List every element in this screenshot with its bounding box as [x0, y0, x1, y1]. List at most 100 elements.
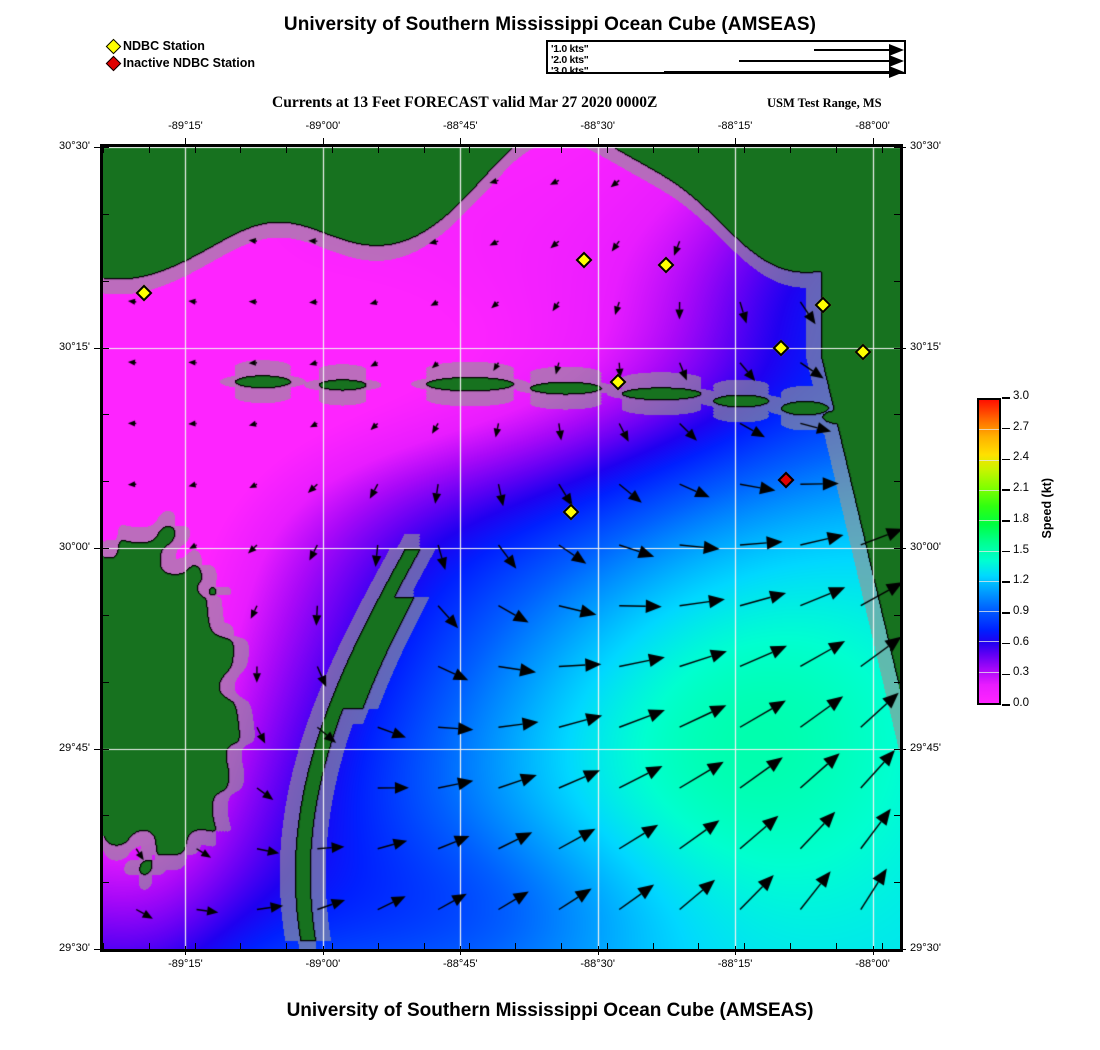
x-minor-tick — [515, 943, 517, 949]
colorbar-tick-label: 1.8 — [1013, 512, 1029, 525]
x-minor-tick — [377, 943, 379, 949]
red-diamond-icon — [105, 55, 122, 71]
colorbar-tick-label: 0.0 — [1013, 697, 1029, 709]
x-major-tick — [322, 138, 324, 147]
yellow-diamond-icon — [105, 38, 122, 54]
footer-title: University of Southern Mississippi Ocean… — [286, 1000, 814, 1021]
y-minor-tick — [894, 614, 900, 616]
colorbar-tick — [1002, 673, 1010, 676]
x-major-tick — [735, 946, 737, 955]
x-minor-tick — [240, 943, 242, 949]
y-minor-tick — [894, 882, 900, 884]
vector-shaft-1kt — [814, 49, 889, 51]
y-minor-tick — [894, 681, 900, 683]
colorbar-tick-label: 2.1 — [1013, 482, 1029, 495]
y-tick-label: 30°15' — [59, 340, 90, 353]
x-minor-tick — [561, 943, 563, 949]
y-tick-label: 29°30' — [910, 942, 941, 954]
colorbar-tick — [1002, 612, 1010, 614]
x-tick-label: -89°15' — [168, 120, 203, 132]
colorbar-level-line — [979, 671, 999, 673]
vector-key-label-2kt: '2.0 kts" — [551, 54, 589, 66]
colorbar-tick — [1002, 642, 1010, 645]
vector-key-label-1kt: '1.0 kts" — [551, 43, 589, 55]
y-major-tick — [94, 548, 103, 549]
y-minor-tick — [103, 548, 109, 549]
y-minor-tick — [103, 147, 109, 148]
x-tick-label: -88°30' — [580, 120, 615, 132]
y-major-tick — [897, 548, 906, 549]
colorbar-axis-title: Speed (kt) — [1040, 478, 1054, 539]
colorbar-level-line — [979, 550, 999, 552]
range-label: USM Test Range, MS — [767, 96, 882, 110]
x-minor-tick — [698, 147, 700, 153]
x-tick-label: -88°00' — [855, 120, 890, 132]
colorbar-level-line — [979, 611, 999, 613]
y-major-tick — [897, 949, 906, 950]
colorbar-level-line — [979, 489, 999, 491]
x-major-tick — [185, 946, 187, 955]
colorbar-tick-label: 0.6 — [1013, 635, 1029, 648]
x-minor-tick — [240, 147, 242, 153]
colorbar-level-line — [979, 429, 999, 431]
colorbar-level-line — [979, 520, 999, 522]
x-major-tick — [597, 946, 599, 955]
y-minor-tick — [894, 414, 900, 416]
colorbar-tick — [1002, 397, 1010, 399]
colorbar: 3.0 2.7 2.4 2.1 1.8 1.5 1.2 0.9 0.6 0.3 0.0 Speed … — [968, 390, 1088, 720]
y-minor-tick — [103, 614, 109, 616]
y-tick-label: 30°30' — [910, 140, 941, 152]
y-minor-tick — [894, 213, 900, 215]
y-minor-tick — [103, 213, 109, 215]
colorbar-level-line — [979, 641, 999, 643]
x-minor-tick — [148, 943, 150, 949]
colorbar-level-line — [979, 580, 999, 582]
x-minor-tick — [103, 943, 104, 949]
y-minor-tick — [103, 347, 109, 349]
legend-label-inactive: Inactive NDBC Station — [123, 55, 255, 70]
x-major-tick — [735, 138, 737, 147]
x-minor-tick — [744, 943, 746, 949]
x-minor-tick — [881, 147, 883, 153]
x-minor-tick — [606, 943, 608, 949]
y-minor-tick — [103, 481, 109, 483]
x-tick-label: -88°30' — [580, 958, 615, 970]
page-title: University of Southern Mississippi Ocean… — [283, 14, 817, 35]
y-tick-label: 30°15' — [910, 340, 941, 353]
y-tick-label: 30°00' — [59, 541, 90, 553]
vector-shaft-2kt — [739, 60, 889, 62]
colorbar-tick-label: 2.7 — [1013, 420, 1029, 433]
vector-arrowhead-1kt — [889, 43, 904, 56]
colorbar-tick — [1002, 427, 1010, 430]
x-minor-tick — [103, 147, 104, 153]
x-minor-tick — [332, 147, 334, 153]
vector-arrowhead-3kt — [889, 65, 904, 78]
x-tick-label: -88°45' — [442, 958, 478, 970]
y-major-tick — [897, 748, 906, 750]
y-minor-tick — [103, 748, 109, 750]
x-tick-label: -89°00' — [305, 120, 341, 132]
current-speed-heatmap — [103, 147, 900, 949]
vector-arrowhead-2kt — [889, 54, 904, 67]
x-minor-tick — [744, 147, 746, 153]
map-plot-area[interactable] — [100, 144, 903, 952]
vector-scale-key: '1.0 kts" '2.0 kts" '3.0 kts" — [546, 40, 906, 78]
y-tick-label: 30°30' — [59, 140, 90, 152]
x-minor-tick — [652, 147, 654, 153]
x-minor-tick — [515, 147, 517, 153]
y-major-tick — [94, 748, 103, 750]
x-major-tick — [872, 138, 874, 147]
legend-label-active: NDBC Station — [123, 38, 205, 53]
y-major-tick — [897, 147, 906, 148]
x-minor-tick — [835, 943, 837, 949]
x-minor-tick — [194, 147, 196, 153]
x-major-tick — [597, 138, 599, 147]
x-tick-label: -88°15' — [717, 958, 753, 970]
x-minor-tick — [377, 147, 379, 153]
vector-key-row-3kt: '3.0 kts" — [548, 65, 904, 78]
x-major-tick — [322, 946, 324, 955]
colorbar-tick-label: 0.9 — [1013, 604, 1029, 617]
legend-item-inactive-station: Inactive NDBC Station — [105, 55, 255, 71]
x-minor-tick — [194, 943, 196, 949]
colorbar-tick — [1002, 458, 1010, 461]
